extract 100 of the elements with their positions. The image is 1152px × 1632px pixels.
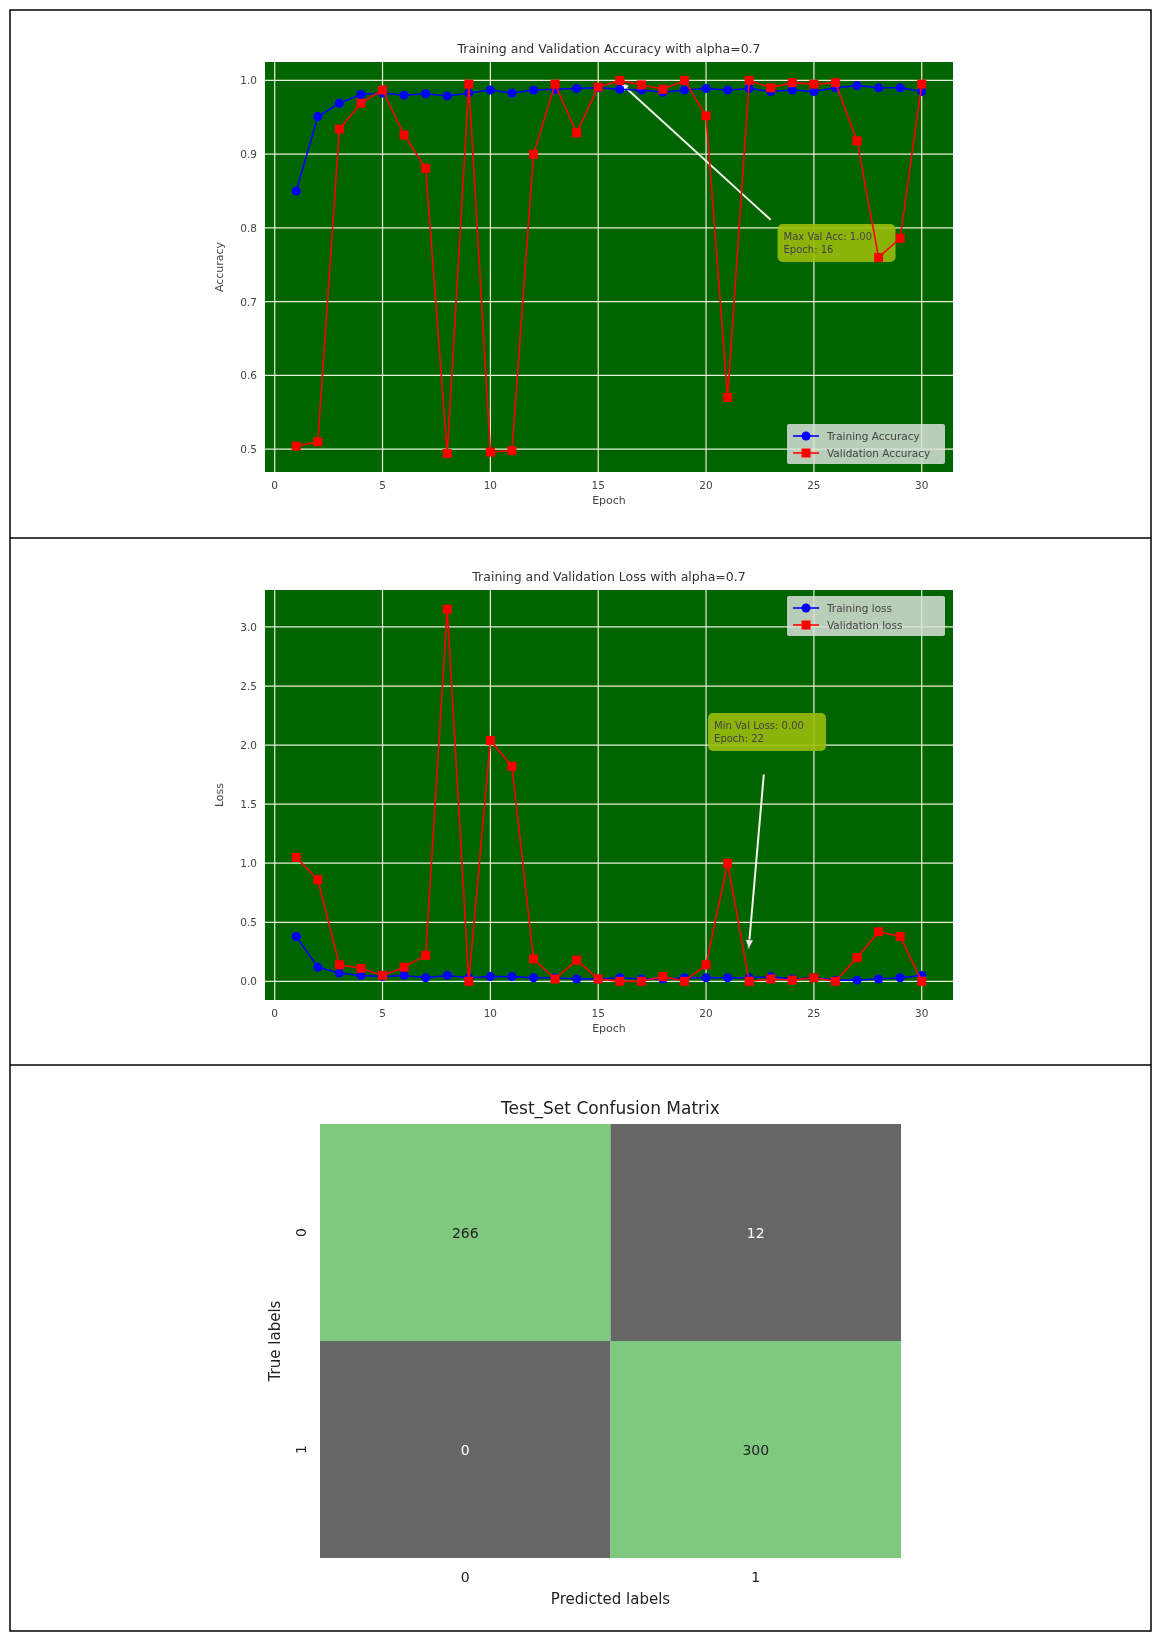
- data-label: 0: [460, 1441, 470, 1458]
- point: [529, 954, 539, 964]
- legend-label: Validation loss: [827, 619, 903, 631]
- x-axis-title: Epoch: [592, 494, 626, 507]
- point: [421, 89, 431, 99]
- chart-title: Test_Set Confusion Matrix: [500, 1098, 720, 1119]
- chart-title: Training and Validation Loss with alpha=0.7: [471, 569, 746, 584]
- point: [399, 962, 409, 972]
- x-tick-label: 10: [483, 1007, 498, 1019]
- point: [787, 78, 797, 88]
- point: [744, 75, 754, 85]
- point: [895, 83, 905, 93]
- legend-label: Training loss: [826, 602, 893, 614]
- point: [507, 88, 517, 98]
- point: [356, 89, 366, 99]
- y-tick-label: 0.9: [240, 148, 257, 161]
- point: [874, 252, 884, 262]
- point: [334, 98, 344, 108]
- point: [334, 960, 344, 970]
- point: [723, 858, 733, 868]
- point: [421, 163, 431, 173]
- y-tick-label: 0.5: [240, 443, 257, 456]
- point: [723, 973, 733, 983]
- point: [442, 449, 452, 459]
- x-tick-label: 15: [591, 1007, 605, 1019]
- y-tick-label: 2.0: [240, 739, 257, 752]
- point: [313, 962, 323, 972]
- point: [679, 85, 689, 95]
- point: [636, 80, 646, 90]
- y-tick-label: 0.7: [240, 295, 257, 308]
- point: [529, 973, 539, 983]
- data-label: 300: [742, 1441, 770, 1458]
- y-axis-title: Loss: [213, 782, 226, 808]
- x-tick-label: 0: [271, 1007, 279, 1019]
- point: [291, 931, 301, 941]
- point: [313, 112, 323, 122]
- point: [809, 79, 819, 89]
- y-tick-label: 1.5: [240, 798, 257, 811]
- point: [464, 79, 474, 89]
- point: [442, 604, 452, 614]
- y-tick-label: 0.5: [240, 916, 257, 929]
- point: [507, 972, 517, 982]
- point: [550, 79, 560, 89]
- point: [572, 84, 582, 94]
- y-tick-label: 1.0: [240, 857, 257, 870]
- y-tick-label: 0.6: [240, 369, 258, 382]
- x-tick-label: 0: [271, 479, 279, 491]
- y-tick-label: 0.0: [240, 975, 257, 988]
- point: [874, 927, 884, 937]
- x-axis-title: Predicted labels: [550, 1590, 671, 1608]
- x-tick-label: 10: [483, 479, 498, 491]
- point: [507, 761, 517, 771]
- x-tick-label: 30: [915, 479, 929, 491]
- point: [442, 91, 452, 101]
- point: [399, 130, 409, 140]
- point: [399, 970, 409, 980]
- y-tick-label: 1.0: [240, 74, 257, 87]
- point: [852, 975, 862, 985]
- x-axis-title: Epoch: [592, 1022, 626, 1035]
- x-tick-label: 15: [591, 479, 605, 491]
- y-axis-title: True labels: [266, 1300, 284, 1383]
- point: [874, 974, 884, 984]
- point: [313, 875, 323, 885]
- legend-label: Training Accuracy: [826, 430, 920, 442]
- data-label: 266: [451, 1224, 479, 1241]
- point: [529, 149, 539, 159]
- point: [356, 98, 366, 108]
- point: [442, 970, 452, 980]
- point: [291, 186, 301, 196]
- y-axis-title: Accuracy: [213, 241, 226, 293]
- y-tick-label: 0.8: [240, 221, 257, 234]
- point: [399, 90, 409, 100]
- point: [421, 973, 431, 983]
- point: [895, 233, 905, 243]
- point: [701, 84, 711, 94]
- point: [485, 447, 495, 457]
- point: [313, 437, 323, 447]
- point: [701, 960, 711, 970]
- point: [572, 128, 582, 138]
- x-tick-label: 30: [915, 1007, 929, 1019]
- data-label: 12: [746, 1224, 765, 1241]
- y-tick-label: 3.0: [240, 620, 257, 633]
- point: [507, 446, 517, 456]
- point: [356, 963, 366, 973]
- x-tick-label: 25: [807, 1007, 821, 1019]
- legend-label: Validation Accuracy: [827, 447, 931, 459]
- x-tick-label: 5: [379, 1007, 386, 1019]
- point: [723, 393, 733, 403]
- x-tick-label: 20: [699, 1007, 713, 1019]
- point: [291, 852, 301, 862]
- point: [334, 124, 344, 134]
- annotation: Min Val Loss: 0.00 Epoch: 22: [714, 720, 804, 744]
- point: [615, 84, 625, 94]
- point: [852, 953, 862, 963]
- point: [830, 78, 840, 88]
- point: [701, 973, 711, 983]
- annotation: Max Val Acc: 1.00 Epoch: 16: [783, 230, 873, 255]
- point: [917, 976, 927, 986]
- x-tick-label: 5: [379, 479, 386, 491]
- point: [895, 931, 905, 941]
